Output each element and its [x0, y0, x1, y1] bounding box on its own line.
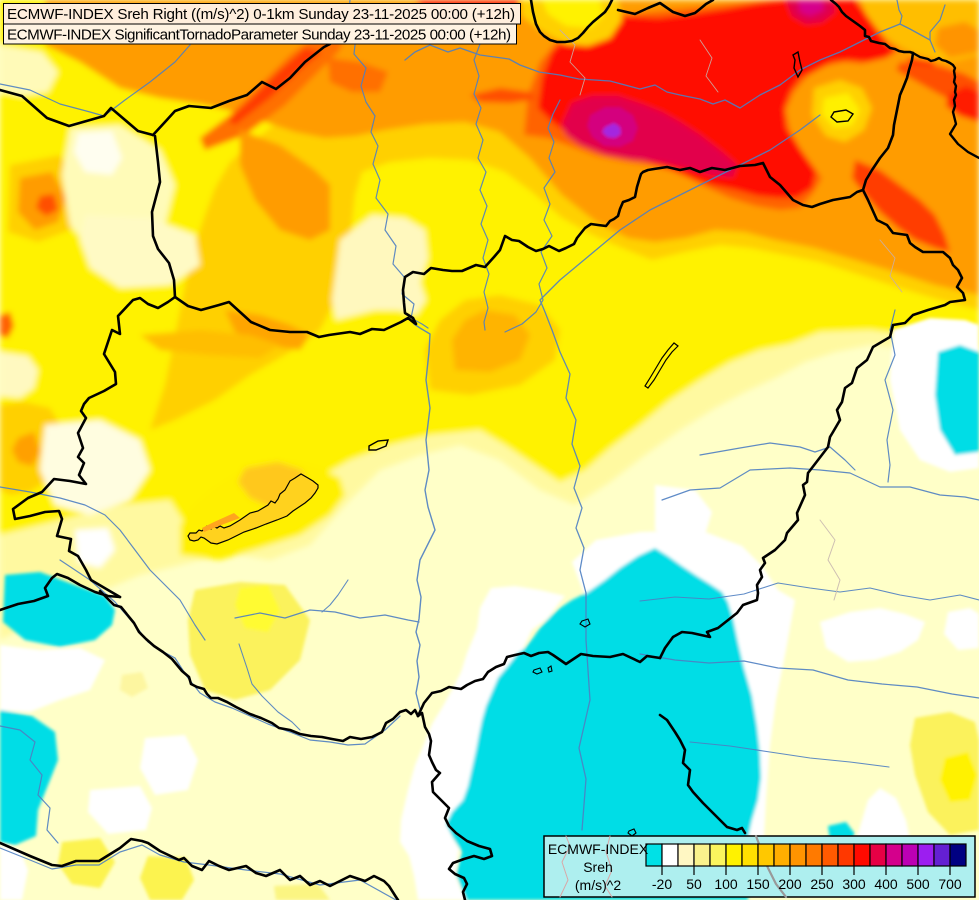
svg-text:150: 150	[746, 876, 770, 892]
svg-text:100: 100	[714, 876, 738, 892]
svg-text:400: 400	[874, 876, 898, 892]
svg-text:50: 50	[686, 876, 702, 892]
svg-text:(m/s)^2: (m/s)^2	[575, 877, 621, 893]
svg-text:Sreh: Sreh	[583, 859, 613, 875]
svg-text:700: 700	[938, 876, 962, 892]
svg-text:200: 200	[778, 876, 802, 892]
svg-text:ECMWF-INDEX SignificantTornado: ECMWF-INDEX SignificantTornadoParameter …	[7, 27, 511, 44]
svg-text:-20: -20	[652, 876, 672, 892]
svg-text:500: 500	[906, 876, 930, 892]
svg-text:ECMWF-INDEX Sreh Right ((m/s)^: ECMWF-INDEX Sreh Right ((m/s)^2) 0-1km S…	[7, 6, 515, 23]
svg-text:300: 300	[842, 876, 866, 892]
svg-text:ECMWF-INDEX: ECMWF-INDEX	[548, 841, 649, 857]
svg-text:250: 250	[810, 876, 834, 892]
